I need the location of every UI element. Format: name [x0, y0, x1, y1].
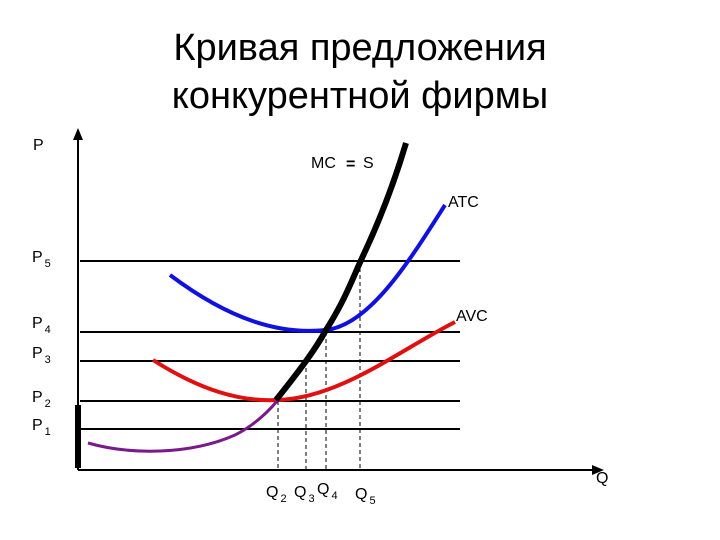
label-index: 4: [331, 490, 337, 502]
label-index: 4: [45, 324, 51, 336]
price-labels: P 5P 4P 3P 2P 1: [32, 249, 51, 438]
y-axis-label: P: [33, 137, 44, 154]
x-arrow: [592, 465, 604, 475]
x-axis-label: Q: [596, 470, 608, 487]
label-index: 3: [308, 493, 314, 505]
label-letter: Q: [266, 484, 278, 501]
avc-curve: [151, 320, 456, 403]
supply-label: S: [363, 155, 374, 172]
guides: [277, 261, 361, 470]
label-letter: Q: [355, 486, 367, 503]
mc-equals: =: [346, 156, 355, 173]
label-letter: P: [32, 389, 43, 406]
mc-label: MC: [311, 155, 336, 172]
price-lines: [80, 260, 460, 430]
label-index: 5: [45, 258, 51, 270]
label-index: 2: [280, 493, 286, 505]
atc-label: ATC: [448, 194, 479, 211]
label-index: 5: [369, 495, 375, 507]
title-line: Кривая предложения: [173, 27, 546, 69]
label-letter: P: [32, 345, 43, 362]
label-index: 1: [45, 426, 51, 438]
quantity-labels: Q 2 Q 3Q 4 Q 5: [266, 481, 376, 507]
label-letter: P: [32, 417, 43, 434]
label-letter: P: [32, 249, 43, 266]
avc-label: AVC: [456, 308, 488, 325]
label-letter: P: [32, 315, 43, 332]
label-letter: Q: [294, 484, 306, 501]
label-letter: Q: [317, 481, 329, 498]
y-arrow: [73, 128, 83, 140]
supply-curve: [273, 142, 409, 402]
title-line: конкурентной фирмы: [172, 75, 548, 117]
label-index: 2: [45, 398, 51, 410]
label-index: 3: [45, 354, 51, 366]
